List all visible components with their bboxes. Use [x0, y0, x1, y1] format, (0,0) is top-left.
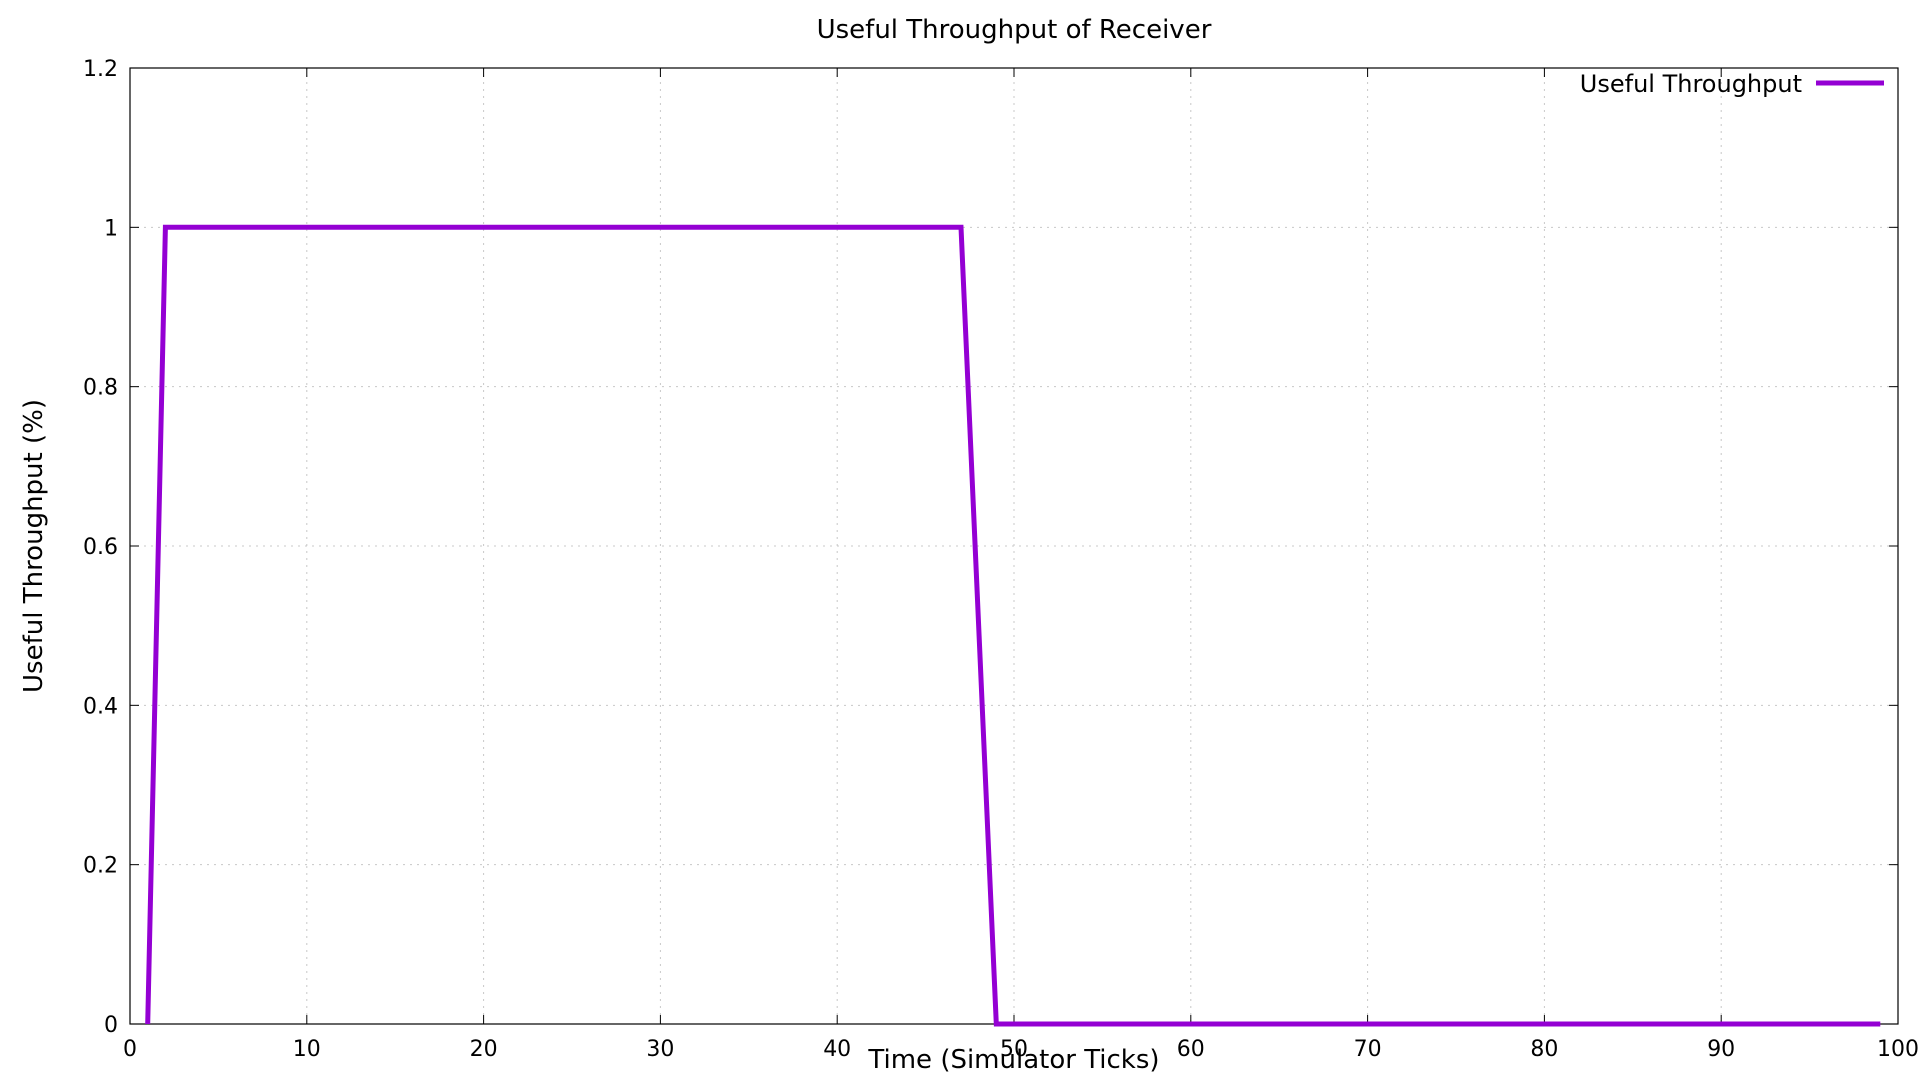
- legend: Useful Throughput: [1580, 70, 1884, 98]
- x-tick-label: 70: [1354, 1037, 1382, 1062]
- chart-title: Useful Throughput of Receiver: [817, 15, 1212, 45]
- y-tick-label: 1.2: [83, 57, 118, 82]
- x-tick-label: 0: [123, 1037, 137, 1062]
- x-tick-label: 60: [1177, 1037, 1205, 1062]
- y-tick-label: 0.6: [83, 535, 118, 560]
- y-tick-label: 0.2: [83, 854, 118, 879]
- y-axis-title: Useful Throughput (%): [19, 399, 49, 693]
- x-tick-label: 10: [293, 1037, 321, 1062]
- x-tick-label: 100: [1877, 1037, 1919, 1062]
- y-tick-labels: 0 0.2 0.4 0.6 0.8 1 1.2: [83, 57, 118, 1038]
- x-tick-label: 40: [823, 1037, 851, 1062]
- grid-lines: [130, 68, 1898, 1024]
- y-tick-label: 0: [104, 1013, 118, 1038]
- y-tick-label: 1: [104, 216, 118, 241]
- x-tick-label: 50: [1000, 1037, 1028, 1062]
- series-line-useful-throughput: [145, 224, 1881, 1027]
- legend-label-useful-throughput: Useful Throughput: [1580, 70, 1802, 98]
- y-tick-label: 0.8: [83, 376, 118, 401]
- x-tick-label: 80: [1530, 1037, 1558, 1062]
- x-axis-title: Time (Simulator Ticks): [867, 1045, 1159, 1075]
- series-layer: [145, 224, 1881, 1027]
- x-tick-label: 90: [1707, 1037, 1735, 1062]
- y-tick-label: 0.4: [83, 694, 118, 719]
- x-tick-label: 20: [470, 1037, 498, 1062]
- x-tick-label: 30: [646, 1037, 674, 1062]
- x-tick-labels: 0 10 20 30 40 50 60 70 80 90 100: [123, 1037, 1919, 1062]
